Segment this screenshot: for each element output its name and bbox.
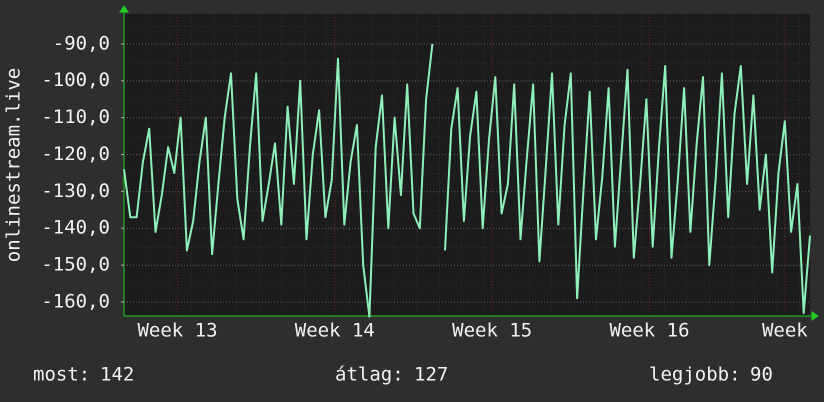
y-tick-label: -90,0 — [53, 32, 110, 54]
x-tick-label: Week 14 — [295, 320, 375, 342]
y-tick-label: -120,0 — [41, 143, 110, 165]
footer-value: 142 — [100, 364, 134, 386]
x-tick-label: Week — [762, 320, 808, 342]
footer-value: 90 — [750, 364, 773, 386]
series-line — [123, 43, 811, 318]
footer-label: legjobb: — [649, 364, 741, 386]
y-tick-label: -110,0 — [41, 106, 110, 128]
y-tick-label: -130,0 — [41, 180, 110, 202]
y-tick-label: -150,0 — [41, 254, 110, 276]
x-tick-label: Week 13 — [137, 320, 217, 342]
y-tick-label: -100,0 — [41, 69, 110, 91]
footer-label: átlag: — [335, 364, 404, 386]
x-tick-label: Week 16 — [609, 320, 689, 342]
y-tick-label: -160,0 — [41, 290, 110, 312]
footer-label: most: — [33, 364, 90, 386]
footer-value: 127 — [414, 364, 448, 386]
axes — [119, 5, 819, 321]
y-axis-title: onlinestream.live — [3, 68, 25, 262]
y-tick-label: -140,0 — [41, 217, 110, 239]
x-tick-label: Week 15 — [452, 320, 532, 342]
